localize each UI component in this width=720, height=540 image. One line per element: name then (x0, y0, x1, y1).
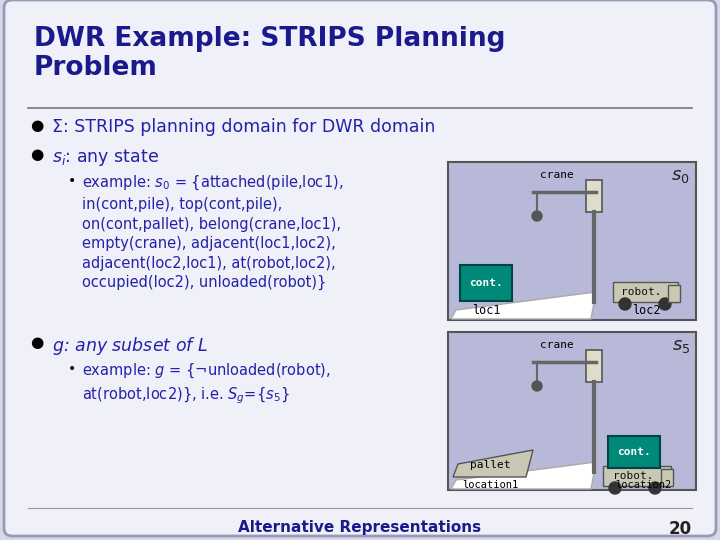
Bar (613, 282, 678, 302)
Circle shape (649, 482, 661, 494)
Polygon shape (451, 462, 596, 489)
Text: •: • (68, 362, 76, 376)
Polygon shape (453, 450, 533, 477)
Circle shape (659, 298, 671, 310)
Text: robot.: robot. (621, 287, 661, 297)
Text: robot.: robot. (613, 471, 653, 481)
Bar (586, 350, 602, 382)
Text: ●: ● (30, 147, 43, 162)
Text: loc2: loc2 (631, 304, 660, 317)
Text: pallet: pallet (469, 460, 510, 470)
Text: $s_5$: $s_5$ (672, 337, 690, 355)
Polygon shape (451, 292, 596, 319)
Text: crane: crane (540, 170, 574, 180)
Text: ●: ● (30, 335, 43, 350)
Bar (608, 436, 660, 468)
FancyBboxPatch shape (4, 0, 716, 536)
Text: Alternative Representations: Alternative Representations (238, 520, 482, 535)
Text: cont.: cont. (617, 447, 651, 457)
Text: Σ: STRIPS planning domain for DWR domain: Σ: STRIPS planning domain for DWR domain (52, 118, 436, 136)
Text: example: $g$ = {¬unloaded(robot),
at(robot,loc2)}, i.e. $S_g$={$s_5$}: example: $g$ = {¬unloaded(robot), at(rob… (82, 362, 331, 406)
Bar (448, 162, 696, 320)
Circle shape (619, 298, 631, 310)
Text: $s_0$: $s_0$ (672, 167, 690, 185)
Text: ●: ● (30, 118, 43, 133)
Text: location2: location2 (615, 480, 671, 490)
Bar (586, 180, 602, 212)
Bar (448, 332, 696, 490)
Bar (603, 466, 671, 486)
Text: $g$: any subset of $L$: $g$: any subset of $L$ (52, 335, 208, 357)
Text: •: • (68, 174, 76, 188)
Bar (460, 265, 512, 301)
Bar (668, 285, 680, 302)
Bar (661, 469, 673, 486)
Circle shape (532, 381, 542, 391)
Text: location1: location1 (462, 480, 518, 490)
Text: $s_i$: any state: $s_i$: any state (52, 147, 159, 168)
Circle shape (609, 482, 621, 494)
Text: cont.: cont. (469, 278, 503, 288)
Text: example: $s_0$ = {attached(pile,loc1),
in(cont,pile), top(cont,pile),
on(cont,pa: example: $s_0$ = {attached(pile,loc1), i… (82, 174, 343, 291)
Text: DWR Example: STRIPS Planning
Problem: DWR Example: STRIPS Planning Problem (34, 26, 505, 81)
Text: loc1: loc1 (472, 304, 500, 317)
Text: crane: crane (540, 340, 574, 350)
Circle shape (532, 211, 542, 221)
Text: 20: 20 (669, 520, 692, 538)
